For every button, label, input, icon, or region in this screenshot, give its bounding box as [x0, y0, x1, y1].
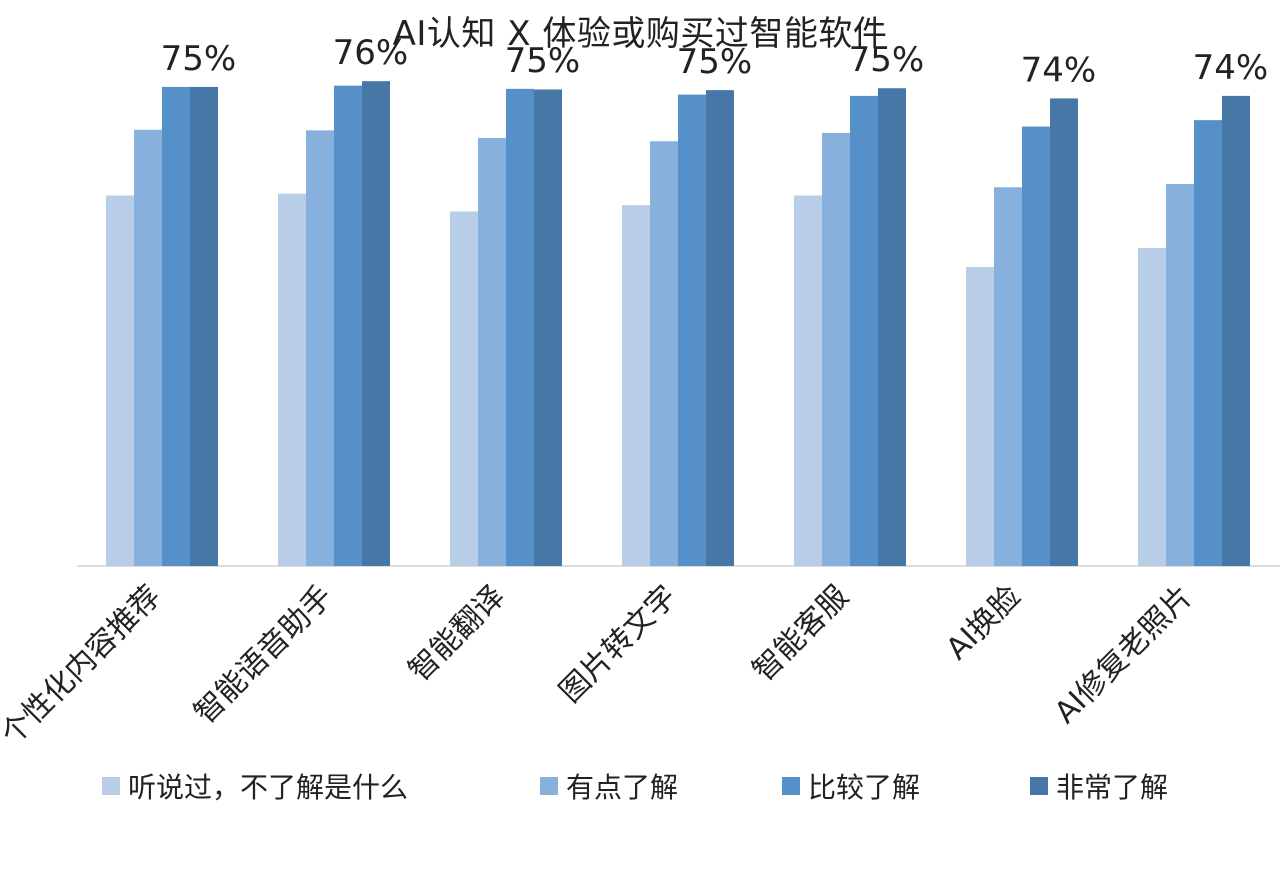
bar-3-2	[678, 94, 706, 566]
data-label: 74%	[1021, 50, 1097, 90]
bar-5-3	[1050, 98, 1078, 566]
bar-3-0	[622, 205, 650, 566]
category-label: 智能语音助手	[188, 579, 340, 731]
legend-label: 有点了解	[566, 771, 679, 804]
category-label: 个性化内容推荐	[0, 579, 168, 752]
data-label: 75%	[677, 42, 753, 82]
bar-1-1	[306, 130, 334, 566]
data-label: 75%	[849, 40, 925, 80]
bar-3-3	[706, 90, 734, 566]
bar-0-3	[190, 86, 218, 566]
bar-4-3	[878, 88, 906, 566]
legend-label: 非常了解	[1056, 771, 1169, 804]
bar-1-3	[362, 81, 390, 566]
bar-6-2	[1194, 120, 1222, 566]
bar-0-1	[134, 129, 162, 566]
bar-5-2	[1022, 126, 1050, 566]
legend-item-1: 有点了解	[540, 766, 678, 806]
bar-2-2	[506, 88, 534, 566]
bar-2-3	[534, 89, 562, 567]
data-label: 74%	[1193, 48, 1269, 88]
bar-4-1	[822, 132, 850, 567]
legend-item-2: 比较了解	[782, 766, 920, 806]
legend-swatch	[782, 777, 800, 795]
bar-3-1	[650, 141, 678, 566]
bar-0-0	[106, 195, 134, 566]
bar-5-0	[966, 267, 994, 566]
bar-5-1	[994, 187, 1022, 566]
category-label: AI换脸	[940, 579, 1028, 667]
category-label: AI修复老照片	[1048, 579, 1200, 731]
chart-title: AI认知 X 体验或购买过智能软件	[392, 14, 888, 54]
data-label: 75%	[161, 39, 237, 79]
legend: 听说过，不了解是什么 有点了解 比较了解 非常了解	[0, 766, 1280, 810]
legend-item-0: 听说过，不了解是什么	[102, 766, 408, 806]
data-label: 76%	[333, 33, 409, 73]
legend-swatch	[540, 777, 558, 795]
legend-swatch	[1030, 777, 1048, 795]
bar-1-0	[278, 193, 306, 566]
data-label: 75%	[505, 41, 581, 81]
legend-label: 比较了解	[808, 771, 921, 804]
legend-label: 听说过，不了解是什么	[128, 771, 409, 804]
category-label: 智能翻译	[402, 579, 512, 689]
category-label: 智能客服	[746, 579, 856, 689]
bar-2-1	[478, 138, 506, 566]
bar-0-2	[162, 86, 190, 566]
legend-swatch	[102, 777, 120, 795]
category-label: 图片转文字	[553, 579, 684, 710]
bar-6-1	[1166, 184, 1194, 566]
bar-2-0	[450, 211, 478, 566]
bar-4-0	[794, 195, 822, 566]
bar-6-3	[1222, 95, 1250, 566]
bar-1-2	[334, 85, 362, 566]
bar-4-2	[850, 95, 878, 566]
legend-item-3: 非常了解	[1030, 766, 1168, 806]
bar-6-0	[1138, 247, 1166, 566]
